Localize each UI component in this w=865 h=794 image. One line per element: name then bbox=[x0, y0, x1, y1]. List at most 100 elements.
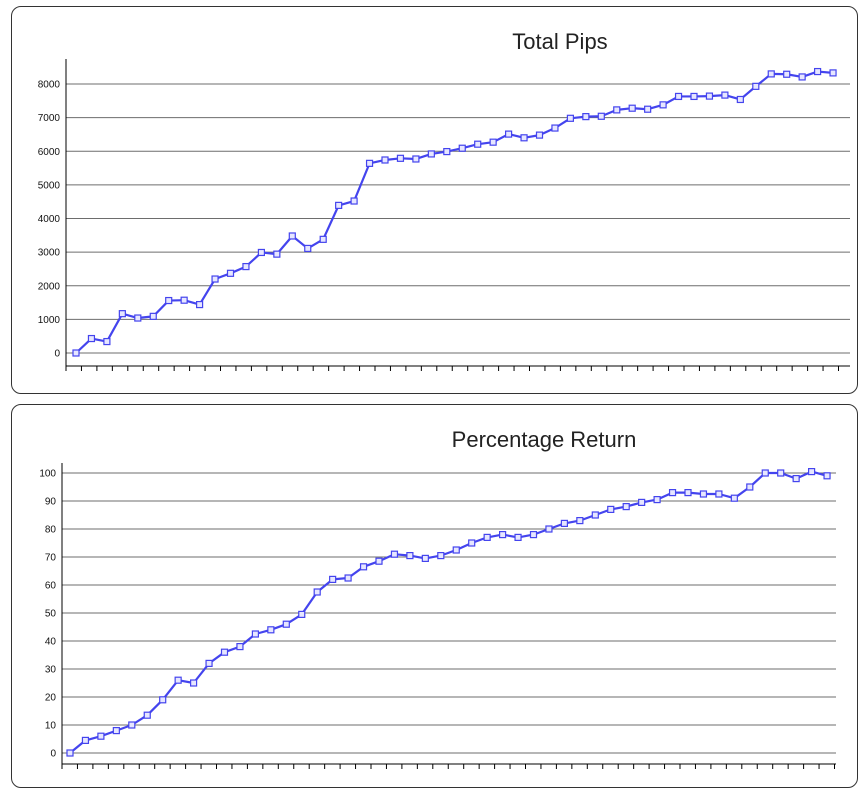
data-point bbox=[335, 201, 343, 209]
data-point bbox=[220, 648, 229, 656]
data-point bbox=[468, 539, 476, 547]
y-tick-label: 0 bbox=[54, 349, 60, 360]
data-point bbox=[406, 552, 414, 560]
data-point bbox=[690, 92, 698, 101]
data-point bbox=[597, 112, 605, 120]
data-point bbox=[298, 610, 306, 618]
data-point bbox=[443, 147, 451, 156]
y-tick-label: 70 bbox=[45, 553, 57, 564]
data-point bbox=[721, 91, 729, 99]
data-point bbox=[174, 676, 182, 684]
data-point bbox=[288, 232, 296, 240]
data-point bbox=[319, 235, 327, 243]
data-point bbox=[87, 334, 96, 343]
data-point bbox=[628, 104, 636, 112]
data-point bbox=[684, 488, 692, 497]
data-point bbox=[699, 490, 708, 498]
data-point bbox=[792, 474, 800, 483]
data-point bbox=[591, 511, 599, 519]
data-point bbox=[705, 92, 714, 100]
y-tick-label: 3000 bbox=[38, 248, 61, 259]
data-point bbox=[159, 696, 167, 704]
data-point bbox=[783, 70, 791, 78]
data-point bbox=[437, 552, 445, 560]
data-point bbox=[344, 574, 352, 582]
y-tick-label: 20 bbox=[45, 693, 57, 704]
data-point bbox=[483, 533, 491, 541]
data-point bbox=[226, 269, 235, 277]
y-tick-label: 10 bbox=[45, 721, 57, 732]
data-point bbox=[452, 546, 460, 554]
data-point bbox=[668, 488, 677, 497]
data-point bbox=[412, 155, 420, 163]
data-point bbox=[282, 620, 290, 628]
data-point bbox=[396, 154, 405, 162]
y-tick-label: 2000 bbox=[38, 281, 61, 292]
data-point bbox=[777, 469, 785, 477]
data-point bbox=[251, 630, 259, 638]
data-point bbox=[545, 525, 553, 533]
data-point bbox=[798, 73, 806, 81]
series-line bbox=[75, 70, 834, 354]
y-tick-label: 5000 bbox=[38, 180, 61, 191]
data-point bbox=[118, 310, 126, 318]
chart-title: Percentage Return bbox=[452, 427, 637, 452]
data-point bbox=[767, 70, 775, 78]
data-point bbox=[566, 114, 575, 122]
y-tick-label: 8000 bbox=[38, 80, 61, 91]
data-point bbox=[72, 349, 80, 357]
data-point bbox=[813, 67, 822, 76]
y-tick-label: 60 bbox=[45, 581, 57, 592]
percentage-return-chart-panel: Percentage Return 0 10 20 30 40 50 60 70 80 90 100 bbox=[11, 404, 858, 788]
y-tick-label: 0 bbox=[50, 749, 56, 760]
y-tick-label: 6000 bbox=[38, 147, 61, 158]
data-point bbox=[514, 533, 522, 541]
data-point bbox=[529, 530, 538, 539]
y-tick-label: 90 bbox=[45, 497, 57, 508]
data-point bbox=[304, 244, 312, 253]
data-point bbox=[653, 495, 661, 504]
total-pips-chart: Total Pips 0 1000 2000 3000 4000 5000 6000 7000… bbox=[38, 29, 850, 371]
data-point bbox=[674, 92, 683, 101]
chart-title: Total Pips bbox=[512, 29, 607, 54]
data-point bbox=[273, 250, 281, 258]
data-point bbox=[257, 248, 265, 257]
y-tick-label: 4000 bbox=[38, 214, 61, 225]
data-point bbox=[427, 150, 435, 158]
data-point bbox=[576, 516, 584, 525]
data-point bbox=[190, 679, 198, 687]
data-point bbox=[829, 69, 837, 77]
data-point bbox=[313, 588, 321, 596]
data-point bbox=[499, 530, 507, 539]
data-point bbox=[196, 300, 204, 309]
data-point bbox=[375, 557, 383, 565]
data-point bbox=[638, 498, 646, 507]
data-point bbox=[458, 144, 466, 152]
y-tick-label: 80 bbox=[45, 525, 57, 536]
data-point bbox=[421, 554, 429, 562]
data-point bbox=[97, 732, 105, 740]
data-point bbox=[489, 138, 497, 146]
data-point bbox=[823, 472, 831, 480]
series-line bbox=[69, 470, 828, 754]
data-point bbox=[81, 736, 90, 744]
data-point bbox=[752, 82, 760, 90]
data-point bbox=[143, 711, 151, 719]
y-tick-label: 1000 bbox=[38, 315, 61, 326]
data-point bbox=[560, 519, 569, 528]
data-point bbox=[761, 469, 769, 477]
data-point bbox=[474, 140, 482, 148]
data-point bbox=[236, 643, 244, 651]
data-point bbox=[505, 130, 513, 138]
data-point bbox=[730, 494, 738, 502]
data-point bbox=[205, 659, 213, 667]
y-tick-label: 7000 bbox=[38, 113, 61, 124]
percentage-return-chart: Percentage Return 0 10 20 30 40 50 60 70 80 90 100 bbox=[39, 427, 836, 769]
y-tick-label: 50 bbox=[45, 609, 57, 620]
data-point bbox=[613, 106, 621, 114]
data-point bbox=[535, 131, 544, 139]
data-point bbox=[103, 337, 111, 346]
data-point bbox=[329, 575, 337, 583]
data-point bbox=[551, 124, 559, 132]
data-point bbox=[381, 156, 389, 164]
